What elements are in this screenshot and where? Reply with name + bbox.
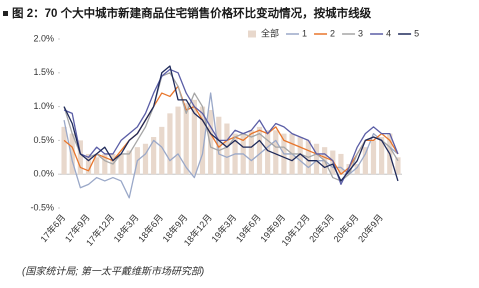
bar	[370, 140, 377, 175]
line-series	[63, 68, 399, 185]
legend-label: 3	[358, 28, 363, 38]
bar	[102, 153, 108, 175]
bar	[313, 143, 320, 175]
bar	[77, 140, 83, 175]
y-tick-label: -0.5%	[30, 202, 54, 212]
line-series	[63, 85, 399, 175]
bar	[159, 126, 165, 175]
bar	[199, 106, 206, 175]
x-tick-label: 19年6月	[233, 212, 263, 244]
source-note: (国家统计局; 第一太平戴维斯市场研究部)	[22, 266, 204, 278]
bar	[354, 164, 360, 175]
x-tick-label: 19年3月	[209, 212, 239, 244]
bar	[297, 137, 303, 175]
x-tick-label: 18年3月	[111, 212, 141, 244]
bar	[346, 164, 352, 175]
bar	[191, 99, 197, 175]
bar	[216, 116, 222, 175]
bar	[362, 147, 368, 175]
line-series	[63, 65, 399, 182]
bar	[273, 130, 279, 175]
legend-label: 4	[386, 28, 391, 38]
bar	[175, 106, 181, 175]
bar	[208, 109, 214, 175]
y-tick-label: 1.0%	[33, 101, 54, 111]
bar	[224, 123, 230, 175]
bar	[85, 153, 92, 175]
bar	[338, 153, 344, 175]
x-tick-label: 20年3月	[306, 212, 336, 244]
title-bullet	[3, 11, 8, 16]
bar	[248, 130, 254, 175]
line-series	[63, 92, 399, 199]
bar	[118, 153, 124, 175]
bar	[395, 157, 401, 175]
y-tick-label: 0.5%	[33, 135, 54, 145]
bar	[167, 113, 173, 175]
bar	[126, 150, 132, 175]
bar	[183, 103, 189, 175]
chart-title: 图 2：70 个大中城市新建商品住宅销售价格环比变动情况，按城市线级	[12, 6, 372, 20]
bar	[265, 130, 271, 175]
bar	[151, 137, 157, 175]
y-tick-label: 2.0%	[33, 33, 54, 43]
bar	[69, 133, 75, 175]
bar	[61, 126, 67, 175]
x-tick-label: 20年6月	[331, 212, 361, 244]
legend-label: 全部	[261, 27, 279, 38]
bar	[94, 157, 100, 175]
bar	[142, 143, 149, 175]
legend-label: 2	[330, 28, 335, 38]
x-tick-label: 18年6月	[135, 212, 165, 244]
legend-label: 1	[302, 28, 307, 38]
x-tick-label: 17年6月	[38, 212, 68, 244]
x-tick-label: 20年9月	[355, 212, 385, 244]
y-tick-label: 1.5%	[33, 67, 54, 77]
bar	[379, 137, 385, 175]
legend-swatch	[248, 30, 256, 38]
legend-label: 5	[414, 28, 419, 38]
y-tick-label: 0.0%	[33, 169, 54, 179]
bar	[256, 126, 263, 175]
